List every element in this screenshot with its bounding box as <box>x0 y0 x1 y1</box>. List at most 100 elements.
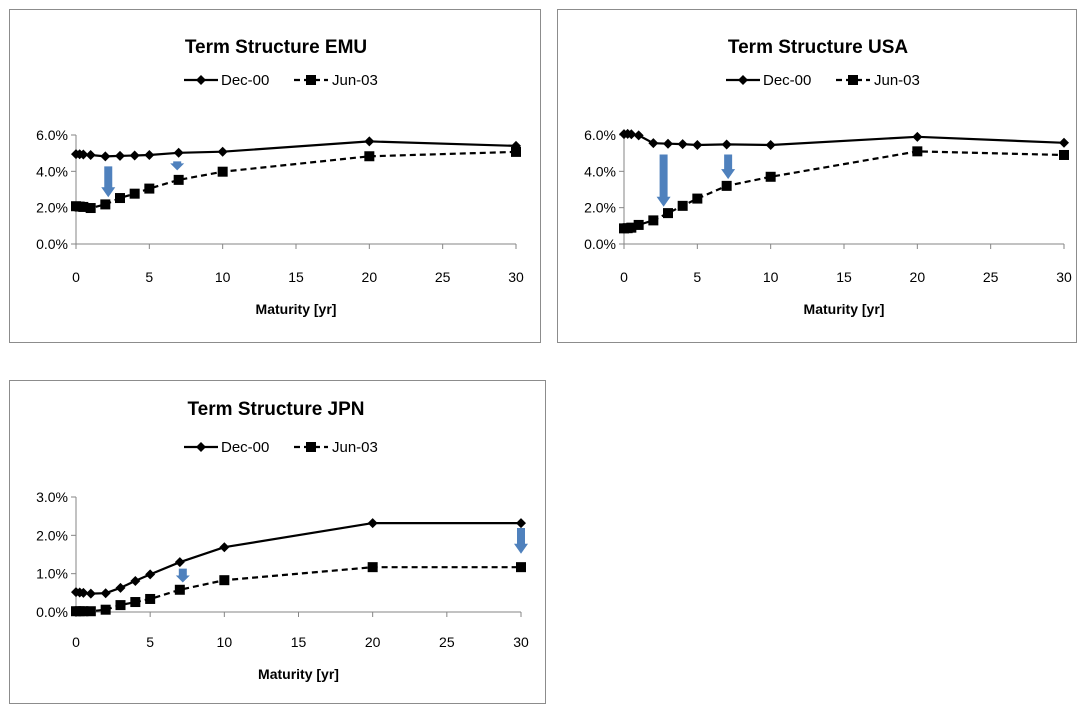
data-point-diamond <box>145 569 156 580</box>
data-point-square <box>85 606 96 617</box>
y-tick-label: 0.0% <box>36 604 68 620</box>
data-point-diamond <box>100 588 111 599</box>
data-point-diamond <box>217 146 228 157</box>
y-tick-label: 2.0% <box>36 527 68 543</box>
data-point-diamond <box>912 131 923 142</box>
y-tick-label: 3.0% <box>36 489 68 505</box>
chart-panel-emu: Term Structure EMU Dec-00 Jun-03 0.0% 2.0% 4.… <box>9 9 541 343</box>
data-point-square <box>912 146 923 157</box>
x-tick-label: 15 <box>291 634 307 650</box>
data-point-square <box>130 597 141 608</box>
legend-entry-dec-00: Dec-00 <box>184 72 269 89</box>
data-point-square <box>219 575 230 586</box>
x-tick-label: 5 <box>693 269 701 285</box>
data-point-diamond <box>144 149 155 160</box>
data-point-diamond <box>721 139 732 150</box>
data-point-square <box>516 562 526 573</box>
chart-svg: Term Structure USA Dec-00 Jun-03 0.0% 2.0% 4.… <box>584 37 1072 317</box>
x-tick-label: 30 <box>513 634 529 650</box>
legend-diamond-marker <box>196 442 206 452</box>
y-tick-label: 4.0% <box>584 163 616 179</box>
data-point-diamond <box>129 150 140 161</box>
chart-svg: Term Structure JPN Dec-00 Jun-03 0.0% 1.0% 2.… <box>36 399 529 682</box>
x-tick-label: 10 <box>217 634 233 650</box>
data-point-square <box>1059 149 1069 160</box>
data-point-diamond <box>115 150 125 161</box>
data-point-diamond <box>765 139 776 150</box>
data-point-diamond <box>78 149 89 160</box>
legend-label: Dec-00 <box>221 72 269 89</box>
legend-entry-dec-00: Dec-00 <box>726 72 811 89</box>
x-tick-label: 30 <box>1056 269 1072 285</box>
y-tick-label: 1.0% <box>36 566 68 582</box>
legend-square-marker <box>306 75 316 85</box>
data-point-square <box>174 584 185 595</box>
y-tick-label: 6.0% <box>584 127 616 143</box>
data-point-square <box>145 593 156 604</box>
legend-label: Dec-00 <box>221 439 269 456</box>
data-point-diamond <box>85 149 96 160</box>
data-point-square <box>78 201 89 212</box>
x-tick-label: 25 <box>435 269 451 285</box>
data-point-diamond <box>633 130 644 141</box>
x-tick-label: 15 <box>836 269 852 285</box>
data-point-square <box>721 180 732 191</box>
x-tick-label: 0 <box>72 269 80 285</box>
data-point-square <box>511 146 521 157</box>
down-arrow-icon <box>170 161 185 171</box>
data-point-diamond <box>219 542 230 553</box>
data-point-diamond <box>367 518 378 529</box>
data-point-square <box>648 215 659 226</box>
series-line-jun-03 <box>76 566 521 613</box>
x-tick-label: 0 <box>620 269 628 285</box>
data-point-diamond <box>364 136 375 147</box>
x-tick-label: 25 <box>439 634 455 650</box>
down-arrow-icon <box>514 528 528 554</box>
data-point-diamond <box>626 129 637 140</box>
x-tick-label: 5 <box>146 634 154 650</box>
down-arrow-icon <box>175 568 190 583</box>
data-point-square <box>364 151 375 162</box>
series-line-dec-00 <box>623 132 1065 147</box>
chart-panel-jpn: Term Structure JPN Dec-00 Jun-03 0.0% 1.0% 2.… <box>9 380 546 704</box>
data-point-diamond <box>663 138 673 149</box>
data-point-square <box>115 193 125 204</box>
data-point-square <box>129 188 140 199</box>
data-point-diamond <box>85 588 96 599</box>
down-arrow-icon <box>101 166 116 198</box>
legend-square-marker <box>848 75 858 85</box>
y-tick-label: 0.0% <box>584 236 616 252</box>
x-tick-label: 20 <box>365 634 381 650</box>
legend-label: Jun-03 <box>874 72 920 89</box>
data-point-square <box>115 600 126 611</box>
y-tick-label: 2.0% <box>584 200 616 216</box>
legend-entry-jun-03: Jun-03 <box>294 439 378 456</box>
data-point-diamond <box>78 587 89 598</box>
down-arrow-icon <box>656 154 671 207</box>
legend-label: Dec-00 <box>763 72 811 89</box>
data-point-square <box>692 193 703 204</box>
x-tick-label: 10 <box>763 269 779 285</box>
legend-diamond-marker <box>196 75 206 85</box>
data-point-square <box>78 606 89 617</box>
data-point-diamond <box>115 582 126 593</box>
data-point-square <box>100 604 111 615</box>
series-line-dec-00 <box>75 522 521 595</box>
y-tick-label: 4.0% <box>36 163 68 179</box>
chart-title: Term Structure EMU <box>185 37 367 58</box>
data-point-square <box>633 219 644 230</box>
series-line-jun-03 <box>75 150 517 210</box>
data-point-square <box>677 200 688 211</box>
x-tick-label: 30 <box>508 269 524 285</box>
legend-diamond-marker <box>738 75 748 85</box>
data-point-square <box>173 174 184 185</box>
data-point-square <box>663 208 673 219</box>
legend-entry-jun-03: Jun-03 <box>294 72 378 89</box>
data-point-diamond <box>677 139 688 150</box>
data-point-diamond <box>1059 137 1069 148</box>
chart-title: Term Structure JPN <box>187 399 364 420</box>
down-arrow-icon <box>721 154 736 180</box>
x-tick-label: 25 <box>983 269 999 285</box>
data-point-diamond <box>100 151 111 162</box>
x-axis-label: Maturity [yr] <box>256 301 337 317</box>
